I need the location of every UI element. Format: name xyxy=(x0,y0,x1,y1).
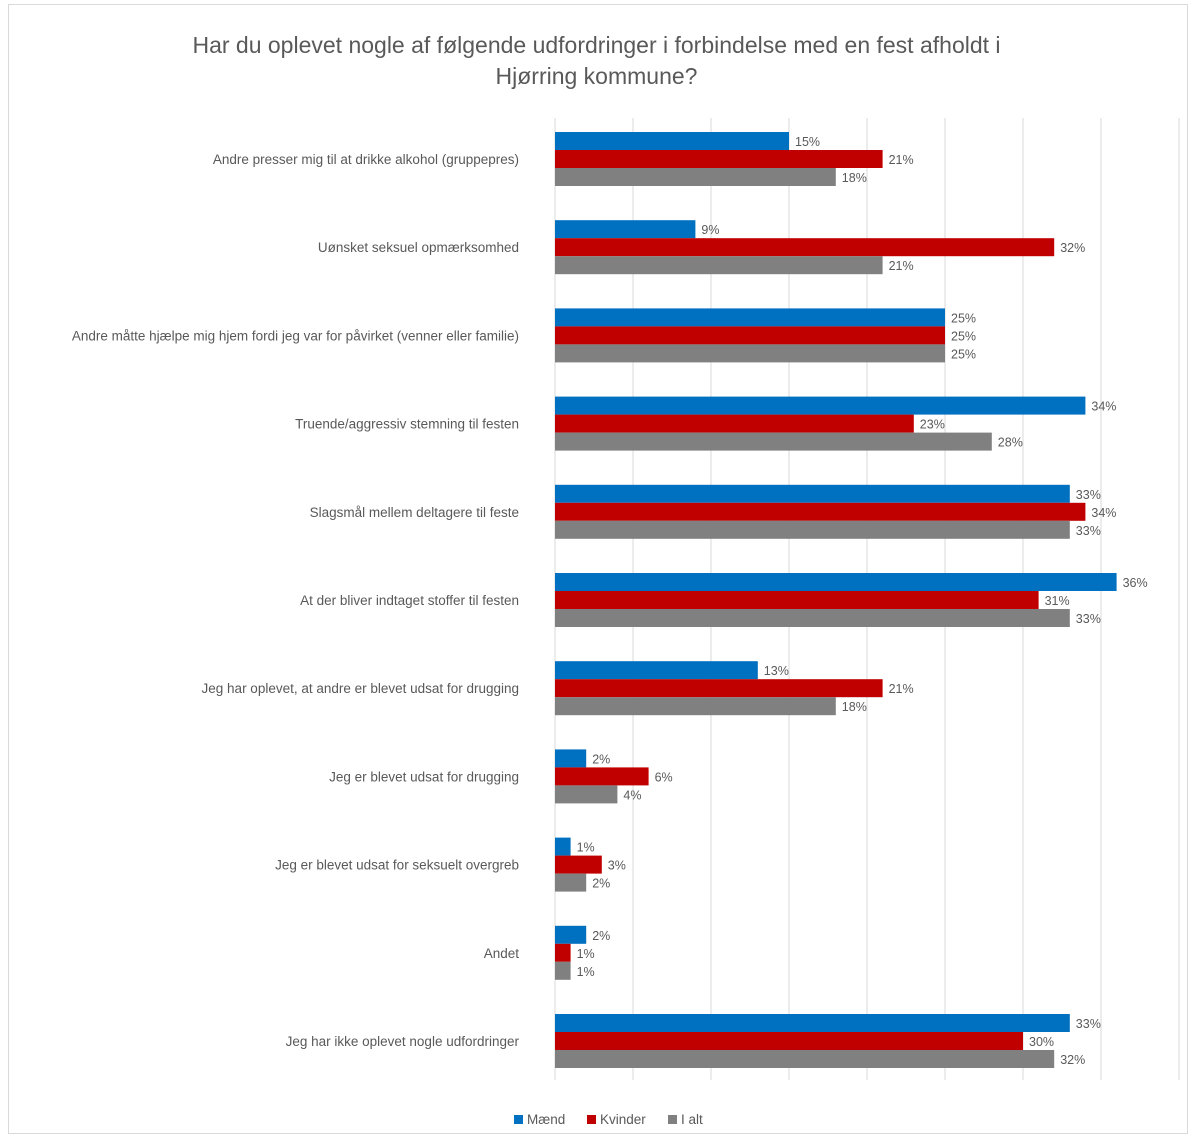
bar xyxy=(555,785,618,804)
bar xyxy=(555,326,945,345)
category-label: Jeg er blevet udsat for drugging xyxy=(329,769,519,784)
bar xyxy=(555,837,571,856)
category-label: Andet xyxy=(484,946,520,961)
data-label: 36% xyxy=(1123,576,1148,590)
category-label: Andre presser mig til at drikke alkohol … xyxy=(213,152,519,167)
bar xyxy=(555,943,571,962)
data-label: 25% xyxy=(951,329,976,343)
bar xyxy=(555,591,1039,609)
data-label: 33% xyxy=(1076,612,1101,626)
data-label: 13% xyxy=(764,664,789,678)
data-label: 2% xyxy=(592,929,610,943)
category-label: Uønsket seksuel opmærksomhed xyxy=(318,240,519,255)
data-label: 21% xyxy=(889,682,914,696)
bar xyxy=(555,256,883,275)
bar xyxy=(555,132,789,150)
data-label: 18% xyxy=(842,171,867,185)
data-label: 4% xyxy=(623,788,641,802)
bar xyxy=(555,855,602,874)
chart-title-line-2: Hjørring kommune? xyxy=(495,63,698,89)
bar xyxy=(555,308,945,327)
category-labels: Andre presser mig til at drikke alkohol … xyxy=(72,152,520,1049)
bar xyxy=(555,168,836,186)
legend-entry: Mænd xyxy=(527,1112,565,1127)
data-label: 28% xyxy=(998,436,1023,450)
chart-frame xyxy=(8,4,1188,1134)
legend: Mænd Kvinder I alt xyxy=(514,1112,703,1127)
bar xyxy=(555,520,1070,539)
category-label: Jeg er blevet udsat for seksuelt overgre… xyxy=(275,858,519,873)
bar xyxy=(555,1014,1070,1032)
data-label: 32% xyxy=(1060,1053,1085,1067)
bar xyxy=(555,1032,1023,1050)
data-label: 6% xyxy=(655,770,673,784)
bar xyxy=(555,414,914,433)
data-label: 32% xyxy=(1060,241,1085,255)
category-label: Slagsmål mellem deltagere til feste xyxy=(310,505,519,520)
data-label: 34% xyxy=(1091,506,1116,520)
data-label: 2% xyxy=(592,752,610,766)
data-label: 1% xyxy=(577,965,595,979)
data-label: 34% xyxy=(1091,400,1116,414)
bar xyxy=(555,573,1117,591)
bar xyxy=(555,502,1086,521)
data-label: 33% xyxy=(1076,1017,1101,1031)
bar xyxy=(555,1050,1055,1068)
data-label: 25% xyxy=(951,311,976,325)
chart-title: Har du oplevet nogle af følgende udfordr… xyxy=(0,30,1193,92)
category-label: Truende/aggressiv stemning til festen xyxy=(295,417,519,432)
data-label: 23% xyxy=(920,418,945,432)
data-label: 30% xyxy=(1029,1035,1054,1049)
bar xyxy=(555,749,587,768)
category-label: At der bliver indtaget stoffer til feste… xyxy=(300,593,519,608)
bar xyxy=(555,609,1070,627)
bar xyxy=(555,344,945,363)
data-label: 3% xyxy=(608,859,626,873)
data-label: 31% xyxy=(1045,594,1070,608)
data-label: 18% xyxy=(842,700,867,714)
bars: 15% 21% 18% 9% 32% 21% 25% 25% 25% 34% 23% 28% 33% 34… xyxy=(555,132,1148,1068)
bar xyxy=(555,961,571,980)
data-label: 33% xyxy=(1076,488,1101,502)
bar xyxy=(555,396,1086,415)
data-label: 1% xyxy=(577,841,595,855)
data-label: 21% xyxy=(889,153,914,167)
chart-title-line-1: Har du oplevet nogle af følgende udfordr… xyxy=(192,32,1001,58)
bar xyxy=(555,220,696,239)
data-label: 33% xyxy=(1076,524,1101,538)
data-label: 21% xyxy=(889,259,914,273)
legend-swatch xyxy=(514,1115,523,1124)
category-label: Andre måtte hjælpe mig hjem fordi jeg va… xyxy=(72,328,519,343)
category-label: Jeg har ikke oplevet nogle udfordringer xyxy=(286,1034,520,1049)
data-label: 9% xyxy=(701,223,719,237)
bar xyxy=(555,484,1070,503)
bar xyxy=(555,767,649,786)
bar xyxy=(555,661,758,680)
bar xyxy=(555,150,883,168)
legend-swatch xyxy=(587,1115,596,1124)
bar xyxy=(555,873,587,892)
legend-entry: I alt xyxy=(681,1112,703,1127)
bar xyxy=(555,697,836,716)
legend-swatch xyxy=(668,1115,677,1124)
bar xyxy=(555,679,883,698)
legend-entry: Kvinder xyxy=(600,1112,646,1127)
data-label: 25% xyxy=(951,347,976,361)
bar xyxy=(555,432,992,451)
data-label: 15% xyxy=(795,135,820,149)
bar xyxy=(555,238,1055,257)
bar xyxy=(555,925,587,944)
data-label: 2% xyxy=(592,877,610,891)
data-label: 1% xyxy=(577,947,595,961)
category-label: Jeg har oplevet, at andre er blevet udsa… xyxy=(202,681,519,696)
